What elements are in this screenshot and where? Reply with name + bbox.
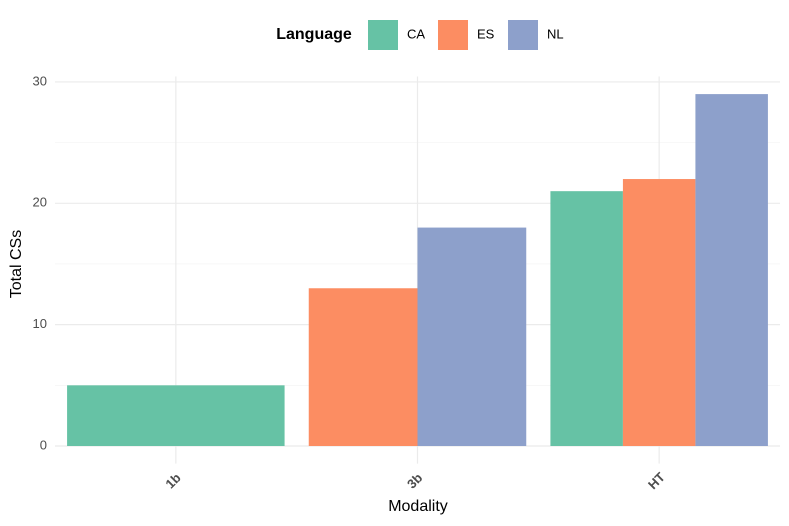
- legend-label: ES: [477, 26, 495, 41]
- bar: [550, 191, 623, 447]
- y-tick-label: 10: [33, 316, 47, 331]
- y-tick-label: 20: [33, 195, 47, 210]
- x-tick-label: HT: [645, 469, 668, 492]
- legend-swatch: [368, 20, 398, 50]
- y-tick-label: 30: [33, 73, 47, 88]
- y-axis-title: Total CSs: [8, 230, 25, 298]
- legend-swatch: [438, 20, 468, 50]
- y-tick-label: 0: [40, 437, 47, 452]
- x-tick-label: 3b: [404, 470, 425, 491]
- legend-swatch: [508, 20, 538, 50]
- x-tick-label: 1b: [162, 470, 183, 491]
- x-axis-title: Modality: [388, 498, 448, 515]
- bar: [308, 288, 418, 447]
- legend-label: CA: [407, 26, 425, 41]
- bar: [695, 94, 768, 447]
- legend-label: NL: [547, 26, 564, 41]
- legend-title: Language: [276, 26, 352, 43]
- bar: [622, 179, 696, 447]
- bar: [417, 227, 527, 447]
- bar: [67, 385, 285, 447]
